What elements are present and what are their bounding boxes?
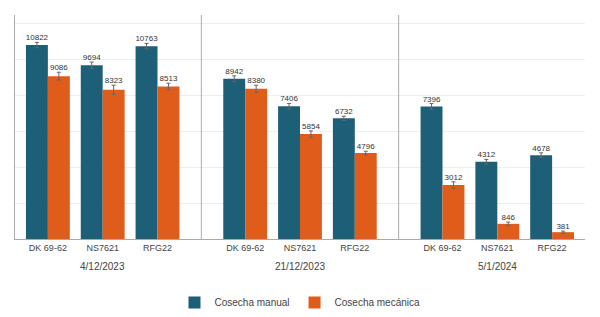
svg-text:NS7621: NS7621 bbox=[86, 243, 119, 253]
svg-text:Cosecha manual: Cosecha manual bbox=[215, 297, 290, 308]
svg-text:NS7621: NS7621 bbox=[284, 243, 317, 253]
svg-text:9086: 9086 bbox=[50, 63, 68, 72]
svg-text:3012: 3012 bbox=[445, 173, 463, 182]
svg-text:7396: 7396 bbox=[423, 95, 441, 104]
svg-text:8513: 8513 bbox=[160, 74, 178, 83]
svg-text:21/12/2023: 21/12/2023 bbox=[275, 261, 325, 272]
svg-text:DK 69-62: DK 69-62 bbox=[423, 243, 461, 253]
svg-text:4796: 4796 bbox=[357, 142, 375, 151]
svg-text:5854: 5854 bbox=[302, 122, 320, 131]
svg-text:DK 69-62: DK 69-62 bbox=[29, 243, 67, 253]
svg-text:8323: 8323 bbox=[105, 76, 123, 85]
svg-text:NS7621: NS7621 bbox=[481, 243, 514, 253]
svg-text:7406: 7406 bbox=[280, 94, 298, 103]
svg-text:10822: 10822 bbox=[26, 33, 49, 42]
svg-text:381: 381 bbox=[556, 222, 570, 231]
svg-text:8380: 8380 bbox=[247, 76, 265, 85]
svg-text:DK 69-62: DK 69-62 bbox=[226, 243, 264, 253]
svg-text:10763: 10763 bbox=[135, 34, 158, 43]
svg-text:8942: 8942 bbox=[225, 67, 243, 76]
svg-text:4312: 4312 bbox=[477, 150, 495, 159]
svg-text:RFG22: RFG22 bbox=[340, 243, 369, 253]
svg-text:4678: 4678 bbox=[532, 144, 550, 153]
svg-text:RFG22: RFG22 bbox=[538, 243, 567, 253]
svg-text:4/12/2023: 4/12/2023 bbox=[80, 261, 125, 272]
svg-text:Cosecha mecánica: Cosecha mecánica bbox=[335, 297, 420, 308]
svg-text:RFG22: RFG22 bbox=[143, 243, 172, 253]
svg-text:6732: 6732 bbox=[335, 107, 353, 116]
svg-text:846: 846 bbox=[502, 213, 516, 222]
svg-text:9694: 9694 bbox=[83, 53, 101, 62]
svg-text:5/1/2024: 5/1/2024 bbox=[478, 261, 517, 272]
